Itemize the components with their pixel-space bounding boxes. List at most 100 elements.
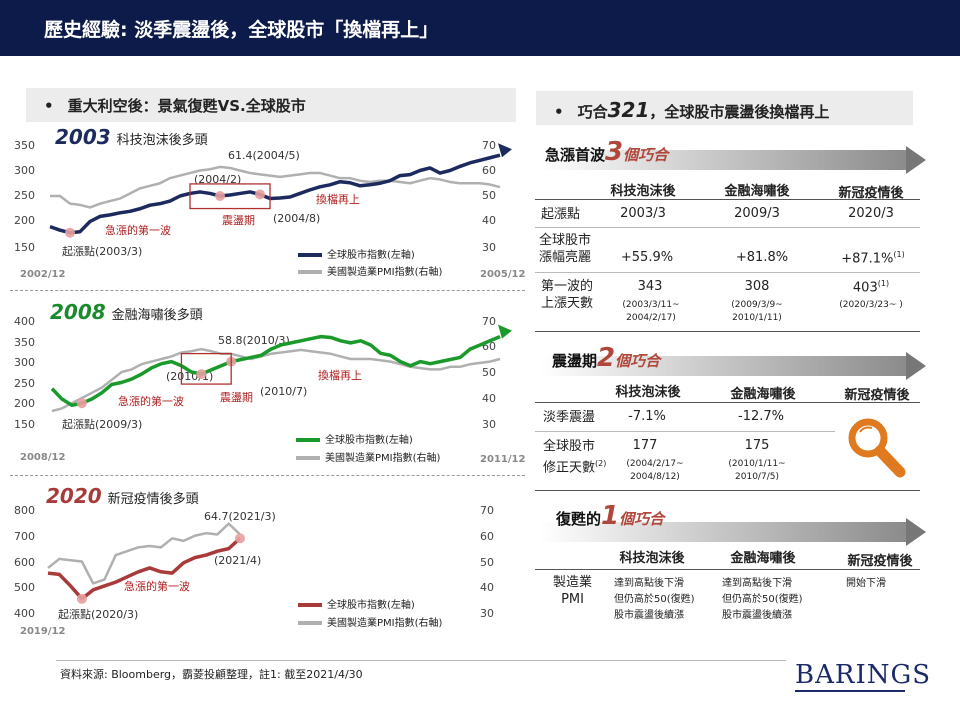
- panel2-col-header: 科技泡沫後: [615, 385, 681, 400]
- table-cell: 2009/3: [734, 206, 780, 221]
- chart1-arrow-head: [498, 143, 512, 158]
- arrow-head: [906, 352, 926, 380]
- chart1-year: 2003: [55, 125, 111, 149]
- panel1-title: 急漲首波3個巧合: [545, 137, 668, 167]
- arrow-head: [906, 518, 926, 546]
- magnifier-icon: [848, 418, 906, 478]
- right-section-title-post: ，全球股市震盪後換檔再上: [649, 103, 830, 121]
- legend-swatch: [298, 603, 322, 607]
- chart1-point-marker: [215, 191, 225, 201]
- right-section-title-pre: 巧合: [577, 103, 608, 121]
- chart1-origin-label: 起漲點(2003/3): [62, 245, 143, 258]
- chart3-yl-tick: 600: [14, 556, 35, 569]
- chart3-point-marker: [235, 533, 245, 544]
- chart2-yr-tick: 50: [482, 366, 496, 379]
- pmi-line: 開始下滑: [846, 578, 886, 589]
- subtext-line: (2020/3/23~ ): [839, 300, 903, 310]
- chart2-origin-label: 起漲點(2009/3): [62, 418, 143, 431]
- chart3-first-wave: 急漲的第一波: [124, 580, 190, 593]
- panel3-col-header: 新冠疫情後: [847, 554, 913, 569]
- panel3-col-header: 科技泡沫後: [619, 551, 685, 566]
- table-cell: 343: [637, 279, 663, 294]
- cell-subtext: (2003/3/11~ 2004/2/17): [586, 299, 716, 325]
- chart2-shake-end: (2010/7): [260, 385, 308, 398]
- chart2-series-pmi: [51, 347, 501, 413]
- row-label-line: PMI: [561, 592, 584, 607]
- chart1-upshift-label: 換檔再上: [316, 193, 360, 206]
- chart3-point-marker: [76, 593, 87, 604]
- row-label-line: 漲幅亮麗: [539, 250, 592, 265]
- cell-value: +87.1%: [841, 251, 894, 267]
- chart2-yr-tick: 30: [482, 418, 496, 431]
- table-rule: [535, 331, 920, 332]
- chart1-yr-tick: 30: [482, 241, 496, 254]
- arrow-bar: [540, 150, 910, 170]
- legend-label: 全球股市指數(左軸): [325, 435, 413, 446]
- row-label-line: 第一波的: [541, 279, 594, 294]
- subtext-line: 2004/2/17): [626, 313, 676, 323]
- table-rule: [535, 199, 920, 200]
- chart1-shake-start: (2004/2): [194, 173, 242, 186]
- subtext-line: 2004/8/12): [630, 472, 680, 482]
- chart2-upshift-label: 換檔再上: [318, 369, 362, 382]
- chart3-origin-label: 起漲點(2020/3): [58, 608, 139, 621]
- row-label: 淡季震盪: [543, 410, 596, 425]
- chart1-yl-tick: 150: [14, 241, 35, 254]
- subtext-line: (2010/1/11~: [728, 459, 786, 469]
- row-label-line: 全球股市: [539, 233, 592, 248]
- chart2-yl-tick: 400: [14, 315, 35, 328]
- pmi-line: 但仍高於50(復甦): [722, 594, 803, 605]
- panel1-col-header: 科技泡沫後: [610, 184, 676, 199]
- footer-rule: [56, 660, 786, 661]
- row-label: 第一波的 上漲天數: [541, 278, 593, 312]
- chart2-arrow-head: [498, 324, 512, 339]
- arrow-head: [906, 146, 926, 174]
- chart3-yl-tick: 400: [14, 607, 35, 620]
- chart3-yr-tick: 30: [480, 607, 494, 620]
- page-title: 歷史經驗: 淡季震盪後，全球股市「換檔再上」: [0, 0, 960, 56]
- chart2-first-wave: 急漲的第一波: [118, 395, 184, 408]
- cell-subtext: (2009/3/9~ 2010/1/11): [692, 299, 822, 325]
- footnote-mark: (1): [877, 279, 890, 288]
- panel3-col-header: 金融海嘯後: [730, 551, 796, 566]
- chart1-start-date: 2002/12: [20, 269, 66, 280]
- pmi-cell: 開始下滑: [846, 576, 886, 592]
- chart2-series-index: [50, 334, 501, 408]
- chart3-start-date: 2019/12: [20, 626, 66, 637]
- panel2-col-header: 新冠疫情後: [844, 388, 910, 403]
- table-cell: 2003/3: [620, 206, 666, 221]
- chart3-legend-index: 全球股市指數(左軸): [298, 596, 415, 611]
- cell-subtext: (2010/1/11~ 2010/7/5): [692, 458, 822, 484]
- chart2-legend-index: 全球股市指數(左軸): [296, 431, 413, 446]
- chart2-year: 2008: [50, 300, 106, 324]
- chart3-yr-tick: 50: [480, 556, 494, 569]
- table-cell: +81.8%: [735, 250, 789, 265]
- table-rule: [535, 569, 920, 570]
- chart1-yr-tick: 60: [482, 164, 496, 177]
- chart1-legend-pmi: 美國製造業PMI指數(右軸): [298, 263, 442, 278]
- bullet: •: [44, 97, 54, 115]
- row-label-line: 製造業: [553, 575, 593, 590]
- table-cell: -7.1%: [628, 409, 666, 424]
- legend-label: 全球股市指數(左軸): [327, 250, 415, 261]
- panel1-col-header: 金融海嘯後: [724, 184, 790, 199]
- table-rule: [535, 402, 920, 403]
- chart1-end-date: 2005/12: [480, 269, 526, 280]
- legend-label: 美國製造業PMI指數(右軸): [327, 618, 443, 629]
- panel3-title: 復甦的1個巧合: [556, 501, 664, 531]
- chart2-yl-tick: 250: [14, 377, 35, 390]
- chart1-subtitle: 科技泡沫後多頭: [116, 133, 208, 148]
- chart3-peak-label: 64.7(2021/3): [204, 510, 276, 523]
- panel1-title-pre: 急漲首波: [545, 146, 606, 164]
- subtext-line: (2004/2/17~: [626, 459, 684, 469]
- chart1-shake-label: 震盪期: [222, 214, 255, 227]
- pmi-line: 達到高點後下滑: [722, 578, 792, 589]
- source-note: 資料來源: Bloomberg，霸菱投顧整理，註1: 截至2021/4/30: [60, 668, 363, 681]
- cell-value: 403: [852, 280, 878, 296]
- legend-swatch: [296, 438, 320, 442]
- pmi-cell: 達到高點後下滑 但仍高於50(復甦) 股市震盪後續漲: [614, 576, 695, 624]
- row-label: 製造業 PMI: [553, 574, 592, 608]
- table-rule: [535, 227, 920, 228]
- right-section-title-num: 321: [607, 98, 650, 122]
- pmi-cell: 達到高點後下滑 但仍高於50(復甦) 股市震盪後續漲: [722, 576, 803, 624]
